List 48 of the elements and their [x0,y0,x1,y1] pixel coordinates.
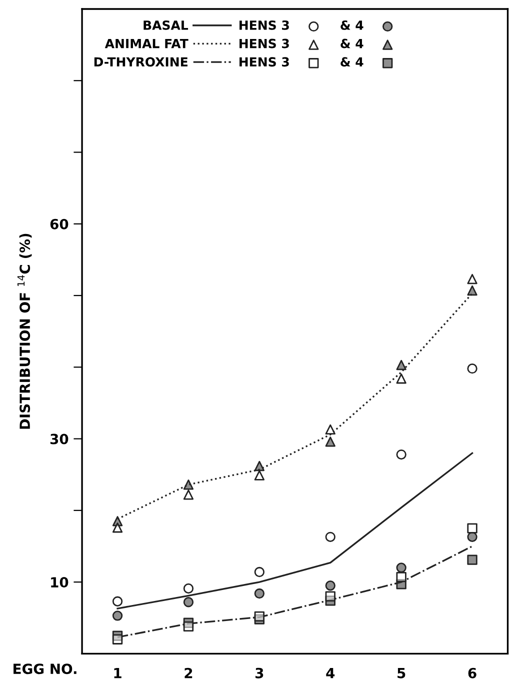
legend-label: & 4 [340,38,364,48]
point [467,554,478,565]
point [396,562,406,573]
y-tick-label: 60 [50,218,68,230]
point [467,274,478,284]
point [325,591,336,602]
point [183,597,194,608]
point [254,460,265,472]
point [254,611,265,622]
legend-label: HENS 3 [240,20,289,30]
point [396,572,406,582]
x-tick-label: 6 [468,668,476,678]
point [183,480,194,490]
point [112,610,123,621]
point [254,588,265,599]
point [396,449,406,460]
point [112,522,123,533]
x-axis-title: EGG NO. [14,664,76,674]
y-tick-label: 30 [50,434,68,444]
point [112,596,123,606]
legend-label: HENS 3 [240,57,289,67]
point [467,523,478,534]
point [254,566,265,578]
point [325,580,336,591]
x-tick-label: 3 [256,668,264,678]
point [467,363,478,374]
line-series [116,452,474,610]
point [183,490,194,500]
point [396,374,406,384]
point [396,360,406,370]
legend-label: BASAL [144,20,188,30]
x-tick-label: 4 [326,668,335,678]
point [467,285,478,296]
point [325,532,336,542]
x-tick-label: 5 [398,668,406,678]
legend-label: & 4 [340,57,364,67]
x-tick-label: 2 [184,668,192,678]
point [183,583,194,594]
legend-label: & 4 [340,20,364,30]
legend-label: D-THYROXINE [94,57,188,67]
y-tick-label: 10 [51,577,68,588]
point [325,436,336,447]
y-axis-title: DISTRIBUTION OF $^{14}$C (%) [17,234,32,429]
point [112,634,123,644]
x-tick-label: 1 [114,668,122,678]
point [183,621,194,632]
legend-label: ANIMAL FAT [104,38,188,48]
legend-label: HENS 3 [240,38,289,48]
